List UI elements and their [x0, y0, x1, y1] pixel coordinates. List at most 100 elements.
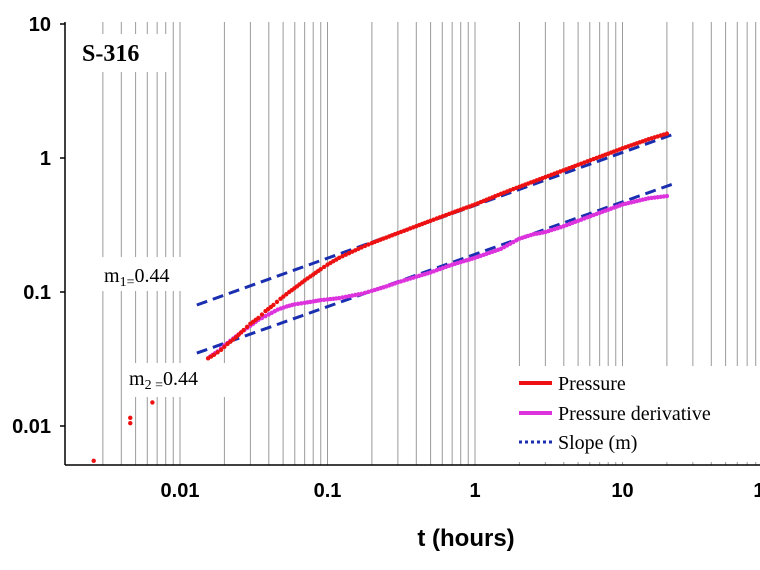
- x-tick-label: 1: [469, 480, 480, 502]
- slope-lines: [196, 132, 674, 355]
- derivative-point: [366, 289, 371, 295]
- x-tick-label: 0.01: [161, 480, 200, 502]
- pressure-point: [299, 280, 305, 285]
- axes: [64, 22, 760, 466]
- derivative-point: [540, 230, 545, 235]
- pressure-point: [244, 324, 250, 330]
- derivative-point: [528, 232, 534, 238]
- y-tick-label: 1: [40, 148, 51, 170]
- slope-line: [196, 182, 674, 355]
- derivative-point: [263, 314, 268, 319]
- pressure-point: [514, 185, 519, 191]
- derivative-point: [617, 203, 622, 208]
- annotation-m1-box: [98, 257, 204, 291]
- pressure-point: [425, 219, 430, 225]
- derivative-point: [334, 296, 339, 301]
- legend-label-slope: Slope (m): [558, 432, 637, 454]
- pressure-point: [495, 192, 501, 198]
- pressure-point: [231, 337, 236, 342]
- pressure-point: [321, 264, 327, 270]
- derivative-point: [289, 302, 295, 308]
- x-tick-label: 100: [753, 480, 760, 502]
- pressure-point: [208, 354, 214, 359]
- x-tick-label: 10: [611, 480, 633, 502]
- annotation-m2: m2 =0.44: [129, 368, 198, 393]
- pressure-point: [218, 347, 224, 353]
- derivative-point: [299, 301, 304, 306]
- pressure-point: [316, 268, 321, 274]
- pressure-point: [253, 317, 258, 323]
- pressure-point: [594, 155, 599, 161]
- pressure-point: [381, 236, 386, 241]
- derivative-point: [272, 308, 277, 314]
- derivative-point: [340, 295, 345, 300]
- annotation-m1-sub: 1=: [120, 275, 135, 290]
- pressure-point: [572, 163, 578, 169]
- pressure-point: [308, 274, 313, 279]
- derivative-point: [343, 294, 348, 300]
- pressure-point: [366, 242, 371, 247]
- derivative-point: [259, 315, 265, 321]
- derivative-point: [321, 297, 327, 302]
- y-tick-label: 10: [29, 14, 51, 36]
- annotation-m2-value: 0.44: [163, 368, 198, 390]
- pressure-point: [259, 312, 265, 317]
- annotation-m1-main: m: [104, 265, 120, 287]
- derivative-point: [425, 271, 430, 276]
- annotation-m2-box: [122, 363, 226, 397]
- pressure-point: [617, 147, 622, 152]
- x-tick-label: 0.1: [314, 480, 342, 502]
- legend: Pressure Pressure derivative Slope (m): [510, 366, 758, 462]
- derivative-point: [281, 305, 287, 310]
- pressure-point: [392, 232, 398, 237]
- title-box: [72, 34, 170, 72]
- derivative-point: [295, 301, 301, 306]
- annotation-m1-value: 0.44: [134, 265, 169, 287]
- y-tick-labels: 10 1 0.1 0.01: [12, 14, 65, 438]
- derivative-point: [558, 224, 563, 230]
- derivative-point: [661, 194, 667, 199]
- legend-label-derivative: Pressure derivative: [558, 403, 711, 425]
- derivative-point: [446, 263, 452, 268]
- pressure-point: [661, 132, 667, 137]
- chart-title: S-316: [82, 41, 139, 67]
- pressure-point: [268, 304, 273, 310]
- derivative-point: [594, 211, 599, 217]
- pressure-point: [292, 286, 297, 291]
- derivative-point: [381, 285, 386, 290]
- pressure-point: [128, 415, 133, 421]
- annotation-m2-sub: 2 =: [145, 378, 164, 393]
- x-tick-labels: 0.01 0.1 1 10 100: [161, 480, 760, 502]
- pressure-point: [411, 225, 416, 230]
- legend-label-pressure: Pressure: [558, 373, 626, 395]
- derivative-point: [495, 247, 501, 253]
- y-tick-label: 0.1: [23, 282, 51, 304]
- derivative-point: [411, 275, 416, 280]
- pressure-point: [238, 330, 244, 335]
- derivative-point: [362, 290, 368, 295]
- pressure-point: [356, 246, 361, 252]
- pressure-point: [362, 243, 368, 249]
- derivative-point: [308, 299, 313, 305]
- derivative-point: [643, 196, 648, 202]
- pressure-point: [469, 203, 475, 208]
- derivative-point: [392, 281, 398, 286]
- pressure-point: [222, 344, 227, 350]
- derivative-point: [573, 219, 578, 225]
- pressure-point: [340, 254, 345, 259]
- annotation-m1: m1=0.44: [104, 265, 169, 290]
- pressure-point: [343, 252, 348, 257]
- pressure-point: [334, 257, 339, 262]
- pressure-point: [284, 292, 289, 297]
- annotation-m2-main: m: [129, 368, 145, 390]
- derivative-point: [356, 292, 361, 297]
- pressure-point: [91, 458, 96, 463]
- x-axis-label: t (hours): [417, 525, 514, 552]
- derivative-point: [469, 256, 475, 261]
- pressure-point: [150, 400, 155, 405]
- pressure-point: [540, 175, 545, 181]
- data-points: [91, 131, 670, 463]
- derivative-point: [514, 238, 519, 243]
- pressure-point: [274, 299, 280, 305]
